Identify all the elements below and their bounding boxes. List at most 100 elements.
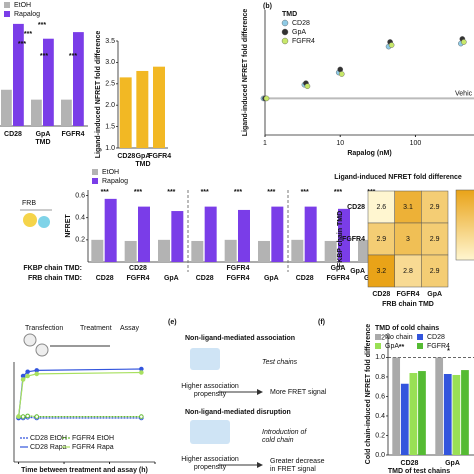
cell-label: 3.2 — [376, 268, 386, 275]
bar — [461, 370, 469, 455]
bar — [400, 383, 409, 455]
legend-swatch — [375, 334, 381, 340]
x-tick-label: FGFR4 — [227, 275, 250, 282]
point — [388, 42, 395, 48]
y-axis-label: Ligand-induced NFRET fold difference — [95, 31, 102, 159]
legend-swatch — [281, 28, 289, 36]
col-label: FGFR4 — [397, 291, 420, 298]
significance: *** — [201, 189, 209, 196]
heat-cell — [367, 190, 395, 224]
bar — [158, 239, 170, 262]
point — [34, 414, 40, 419]
bar — [358, 239, 370, 262]
legend-label: FGFR4 — [427, 343, 450, 350]
panel-label: (f) — [318, 319, 325, 326]
y-tick-label: 0.4 — [375, 413, 385, 420]
legend-label: EtOH — [102, 169, 119, 176]
bar — [61, 99, 72, 126]
legend-label: No chain — [385, 334, 413, 341]
y-axis-label: Ligand-induced NFRET fold difference — [242, 9, 249, 137]
x-tick-label: CD28 — [196, 275, 214, 282]
cell-label: 2.9 — [430, 204, 440, 211]
y-tick-label: 2.0 — [105, 102, 115, 109]
heat-cell — [394, 222, 422, 256]
bar — [119, 77, 132, 148]
col-label: CD28 — [372, 291, 390, 298]
point — [20, 414, 26, 419]
point — [16, 414, 21, 419]
significance: *** — [167, 189, 175, 196]
row-label: GpA — [350, 268, 365, 275]
diagram-text: Non-ligand-mediated association — [185, 335, 295, 342]
heat-cell — [421, 254, 449, 288]
diagram-text: propensity — [194, 464, 227, 471]
x-tick-label: GpA — [445, 460, 460, 467]
step-label: Assay — [120, 325, 140, 332]
bar — [43, 38, 54, 126]
significance: *** — [234, 189, 242, 196]
legend-swatch — [375, 343, 381, 349]
significance: *** — [334, 189, 342, 196]
significance: * — [447, 348, 450, 355]
point — [34, 371, 40, 377]
bar — [443, 373, 452, 455]
point — [338, 71, 345, 77]
legend-label: CD28 — [427, 334, 445, 341]
x-tick-label: CD28 — [96, 275, 114, 282]
point — [25, 373, 30, 379]
bar — [418, 371, 426, 455]
series-line — [17, 368, 142, 419]
significance: *** — [69, 53, 77, 60]
point — [139, 370, 144, 375]
bar — [204, 206, 217, 262]
y-tick-label: 0.2 — [375, 432, 385, 439]
legend-swatch — [92, 178, 98, 184]
y-axis-label: FKBP chain TMD — [337, 211, 344, 267]
significance: ** — [399, 344, 405, 351]
panel-label: (b) — [263, 3, 272, 10]
y-tick-label: 0.6 — [375, 393, 385, 400]
cell-label: 2.6 — [376, 204, 386, 211]
x-tick-label: GpA — [164, 275, 179, 282]
legend-swatch — [417, 334, 423, 340]
series-line — [17, 371, 142, 417]
icon — [38, 216, 50, 228]
row-label: FGFR4 — [342, 236, 365, 243]
bar — [238, 209, 250, 262]
icon — [190, 348, 220, 370]
legend-label: FGFR4 EtOH — [72, 435, 114, 442]
y-tick-label: 0.6 — [75, 192, 85, 199]
bar — [324, 240, 337, 262]
legend-label: Rapalog — [14, 11, 40, 18]
legend-swatch — [417, 343, 423, 349]
diagram-shapes — [20, 189, 474, 468]
bar — [91, 239, 104, 262]
bar — [338, 208, 350, 262]
point — [263, 95, 270, 102]
legend-swatch — [281, 37, 289, 45]
legend-swatch — [4, 11, 10, 17]
diagram-text: Greater decrease — [270, 458, 325, 465]
bar — [31, 99, 42, 126]
legend-label: CD28 EtOH — [30, 435, 67, 442]
y-tick-label: 1.5 — [105, 123, 115, 130]
significance: *** — [24, 31, 32, 38]
bar — [124, 240, 137, 262]
bar — [1, 89, 12, 126]
y-axis-label: Cold chain-induced NFRET fold difference — [365, 324, 372, 465]
reference-label: Vehic — [455, 90, 473, 97]
significance: *** — [40, 53, 48, 60]
bar — [271, 206, 284, 262]
x-tick-label: CD28 — [4, 131, 22, 138]
x-axis-label: TMD — [135, 161, 150, 168]
bar — [291, 239, 304, 262]
bar — [136, 70, 149, 148]
significance: *** — [301, 189, 309, 196]
x-tick-label: GpA — [36, 131, 51, 138]
bar — [13, 23, 24, 126]
x-tick-label: FGFR4 — [62, 131, 85, 138]
x-axis-label: FRB chain TMD: — [28, 275, 82, 282]
point — [304, 83, 311, 90]
x-axis-label: Time between treatment and assay (h) — [21, 467, 148, 474]
